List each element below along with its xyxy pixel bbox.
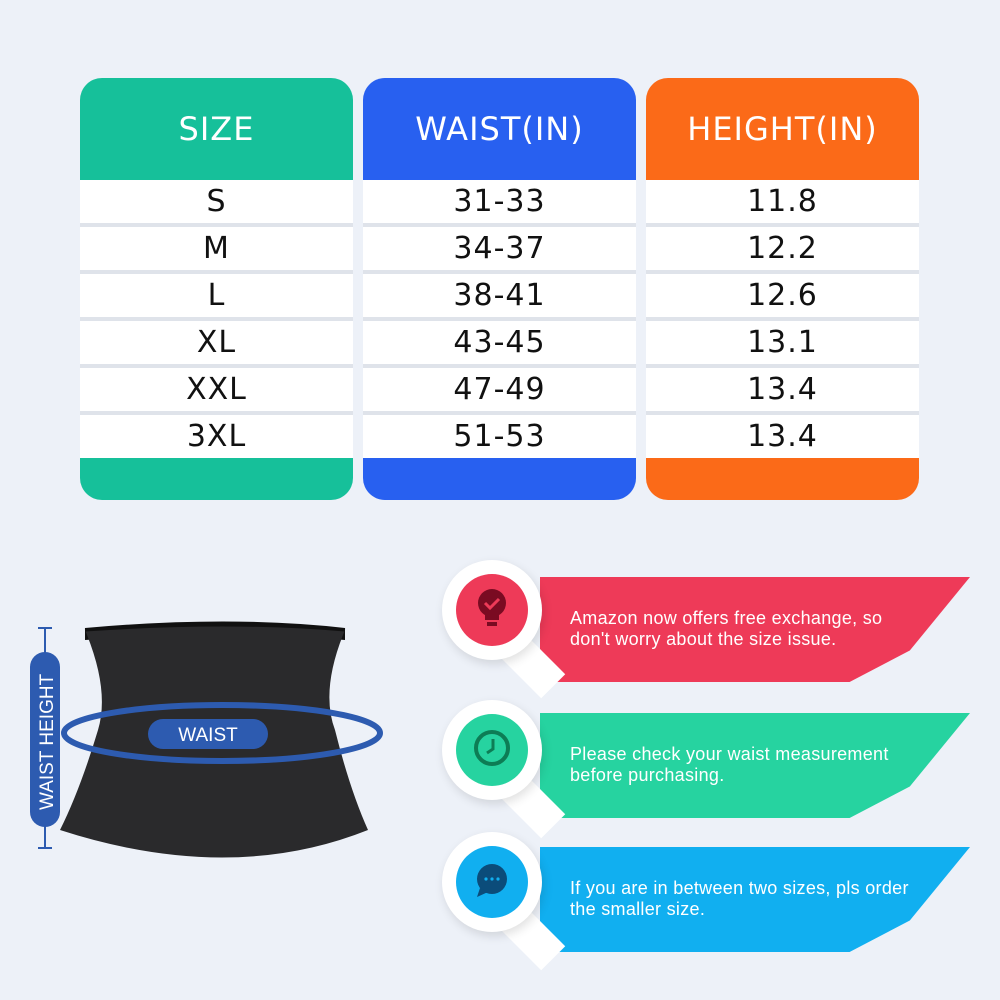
column-heightin: HEIGHT(IN) 11.8 12.2 12.6 13.1 13.4 13.4 [646,78,919,500]
chat-bubble-icon [472,860,512,905]
table-cell: L [80,274,353,317]
tip-line: before purchasing. [570,765,725,785]
waist-trainer-diagram: WAIST HEIGHT WAIST [30,621,383,858]
table-cell: 12.6 [646,274,919,317]
table-cell: XL [80,321,353,364]
waist-height-badge [30,652,60,827]
waist-label: WAIST [178,725,238,746]
tip-line: the smaller size. [570,899,706,919]
table-cell: 11.8 [646,180,919,223]
tip-line: Amazon now offers free exchange, so [570,608,883,628]
tip-text: Please check your waist measurement befor… [570,744,889,786]
column-header: SIZE [178,110,255,148]
tip-icon-badge [442,700,542,800]
waist-badge [148,719,268,749]
column-header: WAIST(IN) [415,110,584,148]
tip-line: If you are in between two sizes, pls ord… [570,878,909,898]
tip-line: don't worry about the size issue. [570,629,837,649]
table-cell: 31-33 [363,180,636,223]
table-cell: 38-41 [363,274,636,317]
table-cell: 3XL [80,415,353,458]
column-waistin: WAIST(IN) 31-33 34-37 38-41 43-45 47-49 51-53 [363,78,636,500]
table-cell: 13.4 [646,368,919,411]
table-cell: M [80,227,353,270]
clock-icon [472,728,512,773]
waist-ring [61,702,383,764]
column-size: SIZE S M L XL XXL 3XL [80,78,353,500]
table-cell: 34-37 [363,227,636,270]
table-cell: 13.1 [646,321,919,364]
tip-line: Please check your waist measurement [570,744,889,764]
waist-height-label: WAIST HEIGHT [37,673,58,810]
lightbulb-check-icon [475,588,509,633]
tip-text: Amazon now offers free exchange, so don't… [570,608,882,650]
table-cell: 43-45 [363,321,636,364]
table-cell: 47-49 [363,368,636,411]
table-cell: 13.4 [646,415,919,458]
tip-text: If you are in between two sizes, pls ord… [570,878,909,920]
tip-icon-badge [442,560,542,660]
table-cell: 51-53 [363,415,636,458]
table-cell: XXL [80,368,353,411]
table-cell: S [80,180,353,223]
table-cell: 12.2 [646,227,919,270]
tip-icon-badge [442,832,542,932]
column-header: HEIGHT(IN) [687,110,878,148]
